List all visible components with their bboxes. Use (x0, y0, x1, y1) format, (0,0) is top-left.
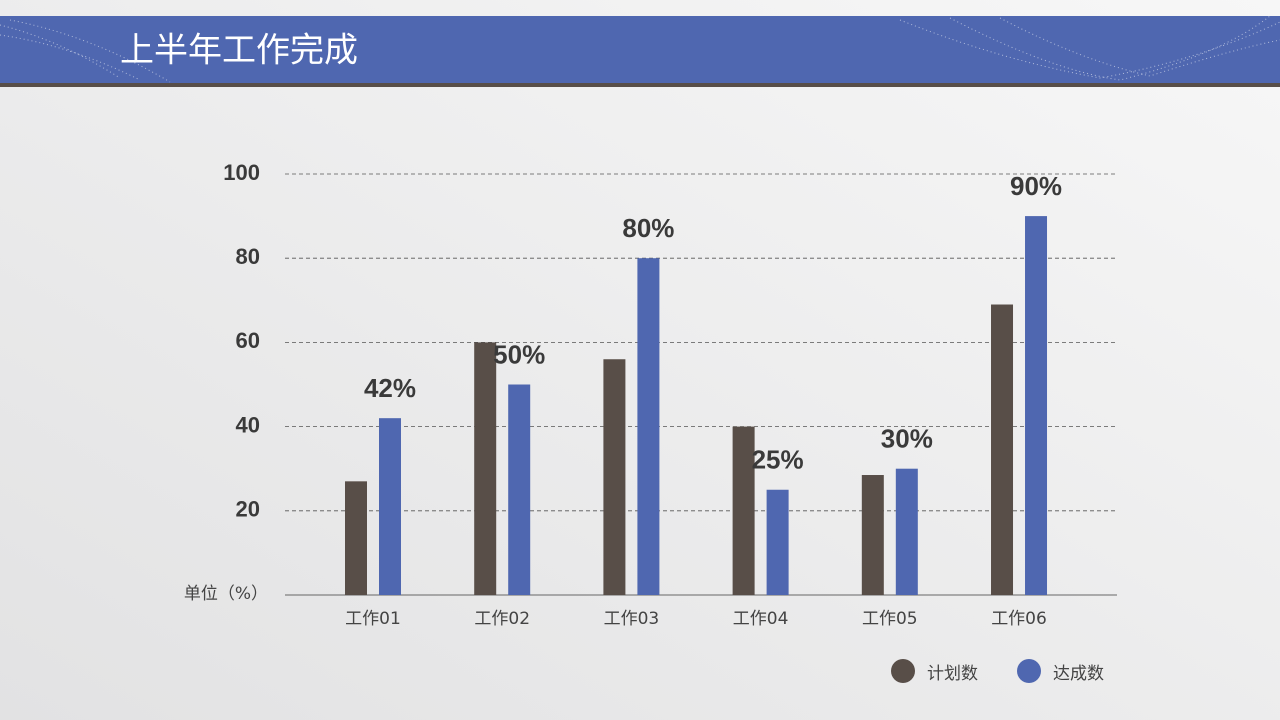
bar (861, 475, 884, 595)
x-tick-label: 工作03 (604, 609, 660, 629)
x-tick-label: 工作05 (862, 609, 918, 629)
value-label: 50% (493, 339, 545, 369)
y-tick-label: 60 (236, 328, 260, 353)
x-tick-label: 工作01 (345, 609, 401, 629)
y-axis-label: 单位（%） (184, 584, 268, 604)
value-label: 30% (881, 424, 933, 454)
value-label: 42% (364, 373, 416, 403)
bar (732, 426, 755, 595)
x-tick-label: 工作06 (991, 609, 1047, 629)
bar (1025, 216, 1048, 595)
y-tick-label: 100 (223, 160, 260, 185)
bar (895, 468, 918, 595)
y-tick-label: 40 (236, 412, 260, 437)
legend-label: 计划数 (927, 664, 978, 684)
value-label: 90% (1010, 171, 1062, 201)
legend-swatch (891, 659, 915, 683)
bar (766, 489, 789, 595)
bar (991, 304, 1014, 595)
value-label: 80% (622, 213, 674, 243)
title-bar (0, 16, 1280, 83)
value-label: 25% (752, 445, 804, 475)
bar (637, 258, 660, 595)
legend-label: 达成数 (1053, 664, 1104, 684)
bar (508, 384, 531, 595)
bar (379, 418, 401, 595)
legend-swatch (1017, 659, 1041, 683)
bar (603, 359, 626, 595)
title-underline (0, 83, 1280, 87)
decoration (0, 15, 1280, 83)
bar (474, 342, 497, 595)
x-tick-label: 工作02 (474, 609, 530, 629)
slide-title: 上半年工作完成 (120, 31, 358, 71)
y-tick-label: 20 (236, 497, 260, 522)
y-tick-label: 80 (236, 244, 260, 269)
bar (345, 481, 367, 595)
x-tick-label: 工作04 (733, 609, 789, 629)
